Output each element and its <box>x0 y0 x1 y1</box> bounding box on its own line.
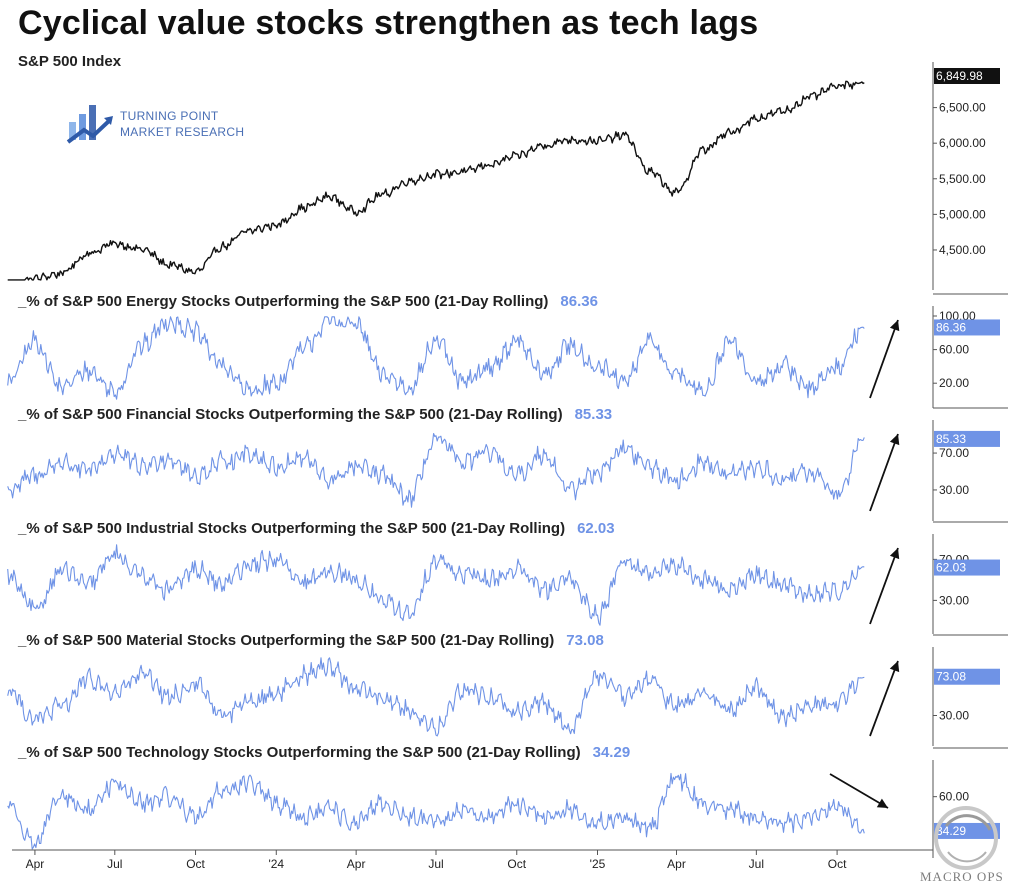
panel-1: _% of S&P 500 Energy Stocks Outperformin… <box>7 293 1008 408</box>
last-value-tag-label: 34.29 <box>936 824 966 838</box>
panel-last-value: 85.33 <box>575 406 613 423</box>
y-tick-label: 30.00 <box>939 593 969 607</box>
trend-arrow-head <box>889 548 900 560</box>
chart-panels: S&P 500 Index 6,500.00 6,000.00 5,500.00 5,0… <box>7 53 1008 858</box>
y-tick-label: 6,500.00 <box>939 101 986 115</box>
y-tick-label: 20.00 <box>939 376 969 390</box>
trend-arrow-head <box>889 434 900 446</box>
series-line <box>7 544 865 626</box>
panel-title: _% of S&P 500 Energy Stocks Outperformin… <box>17 293 548 310</box>
brand-line-2: MARKET RESEARCH <box>120 125 245 139</box>
last-value-tag: 86.36 <box>934 319 1000 336</box>
trend-arrow-icon <box>869 660 900 737</box>
x-tick-label: Jul <box>107 857 122 871</box>
y-tick-label: 30.00 <box>939 709 969 723</box>
circle-swirl-icon <box>934 806 998 870</box>
x-tick-label: Jul <box>749 857 764 871</box>
trend-arrow-icon <box>869 433 900 512</box>
last-value-tag-bg <box>934 68 1000 84</box>
trend-arrow-shaft <box>869 547 899 625</box>
x-tick-label: Apr <box>667 857 686 871</box>
panel-last-value: 62.03 <box>577 520 615 537</box>
last-value-tag: 85.33 <box>934 430 1000 447</box>
series-line <box>7 657 865 737</box>
trend-arrow-shaft <box>829 773 889 809</box>
panel-5: _% of S&P 500 Technology Stocks Outperfo… <box>7 744 1008 858</box>
panel-2: _% of S&P 500 Financial Stocks Outperfor… <box>7 406 1008 521</box>
series-line <box>7 80 865 281</box>
y-tick-label: 4,500.00 <box>939 243 986 257</box>
y-tick-label: 5,000.00 <box>939 207 986 221</box>
last-value-tag-bg <box>934 822 1000 839</box>
trend-arrow-head <box>876 798 888 808</box>
series-line <box>7 772 865 850</box>
last-value-tag: 62.03 <box>934 559 1000 576</box>
last-value-tag-label: 73.08 <box>936 670 966 684</box>
x-tick-label: Oct <box>507 857 526 871</box>
panel-title: _% of S&P 500 Financial Stocks Outperfor… <box>17 406 563 423</box>
trend-arrow-shaft <box>869 433 899 512</box>
panel-4: _% of S&P 500 Material Stocks Outperform… <box>7 632 1008 746</box>
trend-arrow-icon <box>869 547 900 625</box>
last-value-tag-bg <box>934 668 1000 685</box>
last-value-tag-label: 62.03 <box>936 561 966 575</box>
x-tick-label: '24 <box>268 857 284 871</box>
last-value-tag-label: 6,849.98 <box>936 69 983 83</box>
trend-arrow-shaft <box>869 319 899 399</box>
series-line <box>7 316 865 400</box>
panel-title: _% of S&P 500 Material Stocks Outperform… <box>17 632 554 649</box>
last-value-tag-label: 86.36 <box>936 320 966 334</box>
y-tick-label: 60.00 <box>939 343 969 357</box>
last-value-tag-bg <box>934 559 1000 576</box>
last-value-tag: 6,849.98 <box>934 68 1000 84</box>
panel-last-value: 34.29 <box>593 744 631 761</box>
chart-title: Cyclical value stocks strengthen as tech… <box>18 4 759 42</box>
x-tick-label: Jul <box>428 857 443 871</box>
y-tick-label: 6,000.00 <box>939 136 986 150</box>
y-tick-label: 5,500.00 <box>939 172 986 186</box>
panel-last-value: 86.36 <box>560 293 598 310</box>
series-line <box>7 432 865 508</box>
last-value-tag-bg <box>934 319 1000 336</box>
y-tick-label: 30.00 <box>939 483 969 497</box>
bar-chart-arrow-icon <box>66 105 113 144</box>
trend-arrow-head <box>889 661 900 673</box>
brand-line-1: TURNING POINT <box>120 109 219 123</box>
last-value-tag-label: 85.33 <box>936 432 966 446</box>
x-tick-label: Oct <box>828 857 847 871</box>
last-value-tag: 73.08 <box>934 668 1000 685</box>
panel-title: _% of S&P 500 Industrial Stocks Outperfo… <box>17 520 565 537</box>
panel-3: _% of S&P 500 Industrial Stocks Outperfo… <box>7 520 1008 634</box>
x-tick-label: Apr <box>26 857 45 871</box>
x-axis: Apr Jul Oct '24 Apr Jul Oct '25 Apr Jul Oct <box>12 849 933 871</box>
x-tick-label: '25 <box>590 857 606 871</box>
watermark-text: MACRO OPS <box>920 869 1004 884</box>
y-tick-label: 60.00 <box>939 790 969 804</box>
x-tick-label: Oct <box>186 857 205 871</box>
x-tick-label: Apr <box>347 857 366 871</box>
trend-arrow-icon <box>829 773 889 809</box>
panel-last-value: 73.08 <box>566 632 604 649</box>
panel-title: _% of S&P 500 Technology Stocks Outperfo… <box>17 744 581 761</box>
last-value-tag: 34.29 <box>934 822 1000 839</box>
panel-0: S&P 500 Index 6,500.00 6,000.00 5,500.00 5,0… <box>7 53 1000 290</box>
panel-title: S&P 500 Index <box>18 53 122 70</box>
trend-arrow-icon <box>869 319 900 399</box>
last-value-tag-bg <box>934 430 1000 447</box>
trend-arrow-shaft <box>869 660 899 737</box>
brand-logo: TURNING POINT MARKET RESEARCH <box>66 100 256 146</box>
trend-arrow-head <box>889 320 900 332</box>
y-tick-label: 70.00 <box>939 446 969 460</box>
